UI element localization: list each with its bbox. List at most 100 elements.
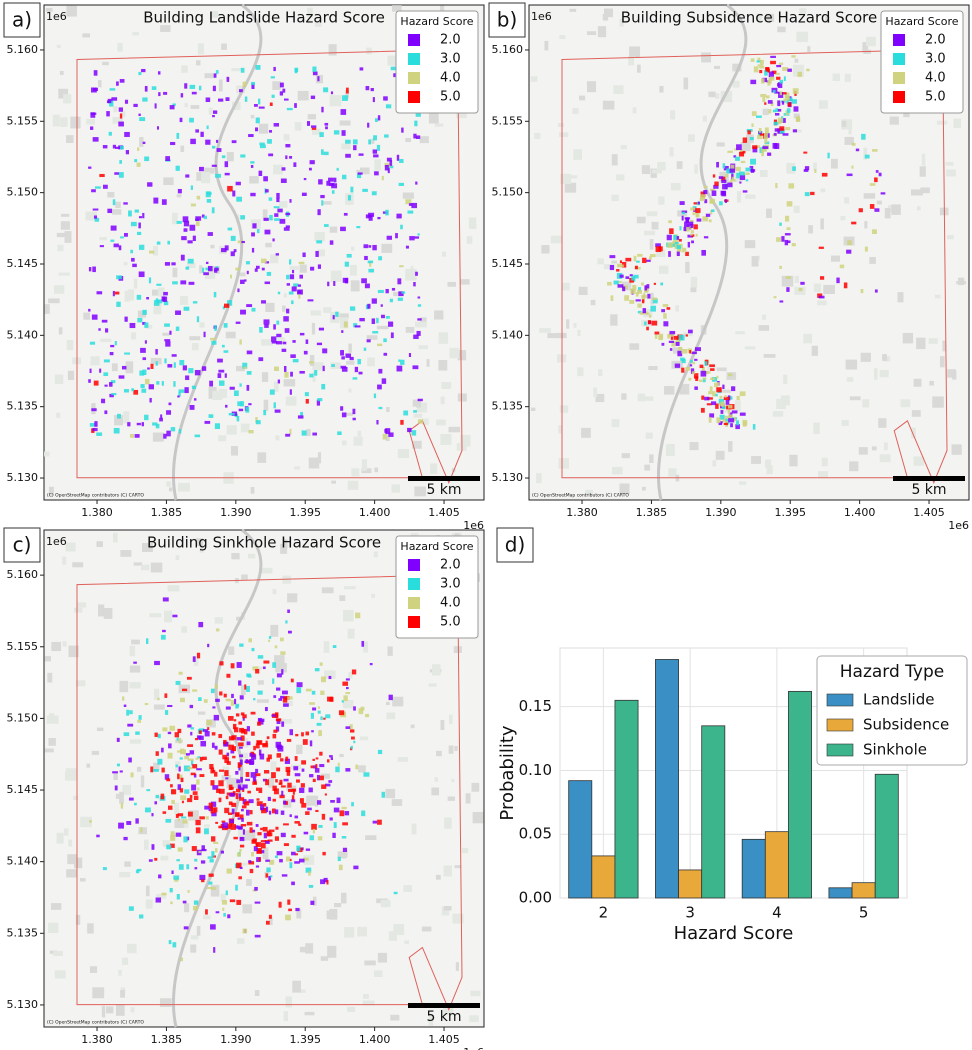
building xyxy=(138,71,142,76)
building xyxy=(281,690,288,695)
x-tick-label: 1.390 xyxy=(705,506,737,519)
building xyxy=(292,340,296,343)
building xyxy=(245,406,250,413)
building xyxy=(150,363,154,369)
building xyxy=(740,160,746,164)
building xyxy=(298,261,305,265)
basemap-block xyxy=(637,393,646,402)
basemap-block xyxy=(465,793,471,804)
basemap-block xyxy=(864,221,868,229)
y-tick-label: 5.155 xyxy=(7,640,39,653)
building xyxy=(781,118,786,123)
building xyxy=(869,183,876,186)
basemap-block xyxy=(570,175,578,179)
building xyxy=(276,718,281,725)
building xyxy=(133,389,139,395)
building xyxy=(356,173,362,179)
building xyxy=(165,341,171,347)
basemap-block xyxy=(51,903,62,910)
building xyxy=(269,389,275,395)
building xyxy=(350,186,354,193)
building xyxy=(315,250,319,257)
basemap-block xyxy=(199,265,203,274)
building xyxy=(148,277,152,284)
basemap-block xyxy=(869,257,876,264)
building xyxy=(153,769,159,772)
basemap-block xyxy=(136,766,142,772)
building xyxy=(633,255,637,262)
building xyxy=(695,208,701,213)
building xyxy=(142,97,148,102)
x-tick-label: 5 xyxy=(859,904,869,922)
building xyxy=(158,874,162,879)
building xyxy=(218,788,225,794)
building xyxy=(161,747,164,753)
basemap-block xyxy=(421,926,432,932)
building xyxy=(228,736,234,741)
building xyxy=(289,814,292,818)
basemap-block xyxy=(236,938,245,944)
basemap-block xyxy=(761,314,767,320)
building xyxy=(193,398,197,401)
building xyxy=(256,857,261,863)
legend-swatch xyxy=(408,53,420,65)
building xyxy=(256,740,263,745)
building xyxy=(227,227,233,231)
building xyxy=(681,358,686,364)
building xyxy=(177,750,182,753)
building xyxy=(847,240,852,246)
y-tick-label: 0.00 xyxy=(519,889,552,907)
basemap-block xyxy=(597,26,607,38)
building xyxy=(712,391,716,397)
building xyxy=(255,669,260,674)
building xyxy=(235,321,241,324)
building xyxy=(205,261,209,265)
building xyxy=(239,797,245,801)
building xyxy=(327,281,330,287)
building xyxy=(255,824,259,827)
basemap-block xyxy=(658,196,665,205)
building xyxy=(715,403,719,409)
building xyxy=(710,401,717,406)
building xyxy=(255,65,261,70)
legend-swatch xyxy=(408,72,420,84)
building xyxy=(309,373,314,378)
building xyxy=(786,240,791,244)
building xyxy=(216,148,222,152)
basemap-block xyxy=(181,626,188,633)
building xyxy=(212,110,218,114)
building xyxy=(408,203,413,206)
building xyxy=(330,800,335,803)
building xyxy=(708,391,713,395)
basemap-block xyxy=(813,283,822,293)
building xyxy=(710,377,715,380)
basemap-block xyxy=(106,1006,114,1014)
basemap-block xyxy=(323,307,332,313)
building xyxy=(872,149,878,152)
building xyxy=(242,829,245,835)
building xyxy=(210,337,216,341)
building xyxy=(333,130,340,135)
panel-label: a) xyxy=(12,8,32,32)
building xyxy=(136,422,141,426)
building xyxy=(213,841,219,844)
building xyxy=(280,832,286,838)
building xyxy=(724,199,727,203)
building xyxy=(309,774,314,778)
basemap-block xyxy=(80,816,92,828)
building xyxy=(210,767,215,774)
building xyxy=(761,78,765,84)
building xyxy=(272,733,277,739)
building xyxy=(784,215,790,222)
building xyxy=(113,243,119,248)
basemap-block xyxy=(783,374,788,385)
basemap-block xyxy=(162,332,170,336)
building xyxy=(89,423,96,427)
building xyxy=(255,265,260,269)
building xyxy=(285,620,288,624)
building xyxy=(261,267,265,271)
building xyxy=(218,749,223,755)
building xyxy=(411,202,418,209)
building xyxy=(242,717,245,721)
basemap-block xyxy=(840,215,846,221)
